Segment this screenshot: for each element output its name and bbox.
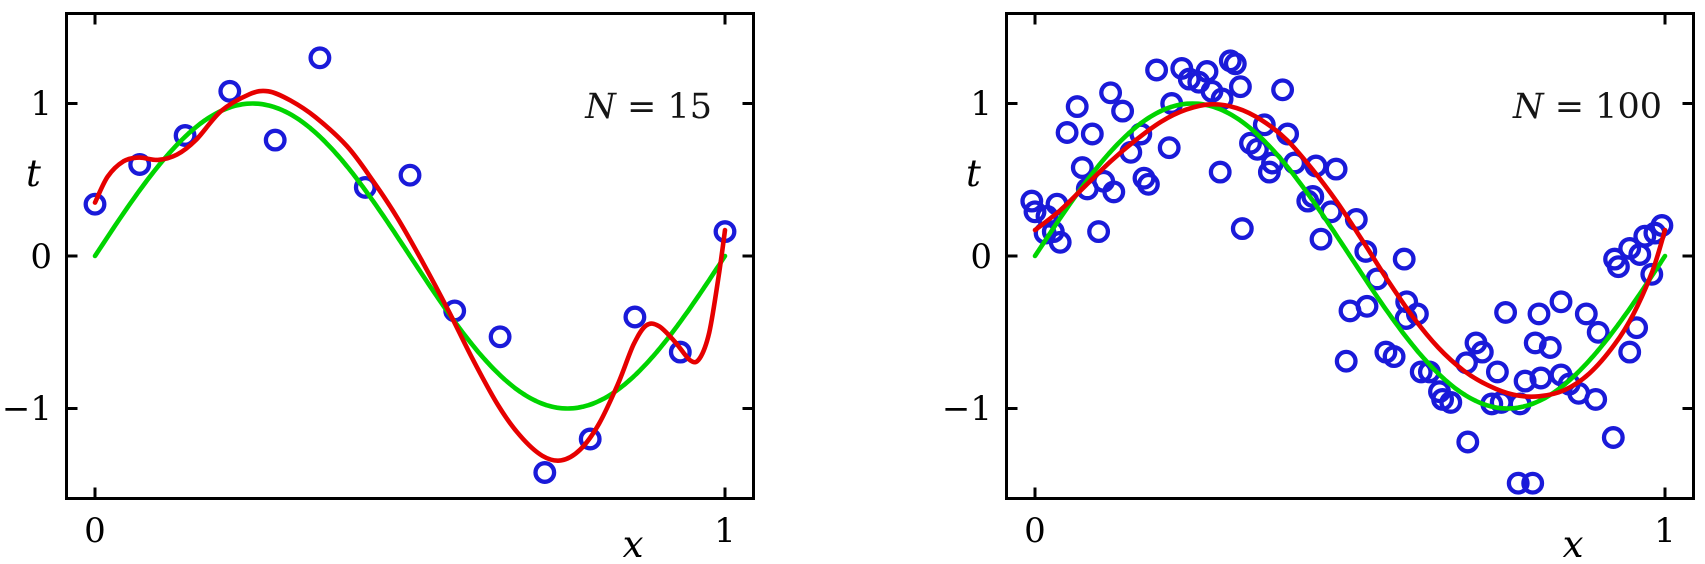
- data-point-marker: [1065, 95, 1089, 119]
- data-point-marker: [1640, 262, 1664, 286]
- data-point-marker: [263, 128, 287, 152]
- y-tick-label-0: 0: [970, 237, 992, 277]
- data-point-marker: [1301, 185, 1325, 208]
- data-point-marker: [1208, 160, 1232, 184]
- data-point-marker: [1521, 471, 1545, 495]
- data-point-marker: [1606, 255, 1630, 279]
- data-point-marker: [1145, 58, 1169, 82]
- plot-n15: 1 0 −1 0 1 t x N = 15: [2, 12, 755, 564]
- y-tick-label-m1: −1: [942, 389, 992, 429]
- data-point-marker: [173, 124, 197, 147]
- data-point-marker: [668, 340, 692, 364]
- data-point-marker: [1601, 426, 1625, 449]
- annotation-value: = 15: [616, 87, 712, 127]
- data-point-marker: [1111, 99, 1135, 123]
- x-tick-label-0: 0: [1024, 511, 1046, 551]
- polynomial-fit-curve: [1032, 101, 1668, 399]
- data-point-marker: [1618, 340, 1642, 364]
- data-point-marker: [128, 153, 152, 176]
- chart-layer: [1005, 12, 1695, 500]
- data-point-marker: [1309, 227, 1333, 251]
- true-function-curve: [92, 101, 728, 411]
- y-tick-label-1: 1: [970, 84, 992, 124]
- data-point-marker: [1470, 340, 1494, 364]
- polynomial-fit-curve: [92, 88, 728, 463]
- data-point-marker: [1334, 349, 1358, 373]
- axes-box: [65, 12, 755, 500]
- data-point-marker: [1527, 302, 1551, 326]
- data-point-marker: [1157, 136, 1181, 160]
- x-axis-label: x: [1563, 523, 1584, 564]
- data-point-marker: [1633, 224, 1657, 248]
- data-point-marker: [1230, 217, 1254, 241]
- data-point-marker: [578, 427, 602, 451]
- y-tick-label-m1: −1: [2, 389, 52, 429]
- data-point-marker: [1102, 180, 1126, 204]
- data-point-marker: [488, 325, 512, 349]
- data-point-marker: [1070, 156, 1094, 180]
- data-point-marker: [1392, 247, 1416, 271]
- data-point-marker: [1048, 230, 1072, 254]
- data-point-marker: [1023, 200, 1047, 224]
- sample-size-annotation: N = 15: [584, 87, 712, 127]
- data-point-marker: [308, 46, 332, 70]
- data-point-marker: [1485, 360, 1509, 384]
- y-axis-label: t: [966, 152, 981, 195]
- data-point-marker: [1271, 78, 1295, 102]
- annotation-variable: N: [1512, 87, 1545, 127]
- annotation-variable: N: [584, 87, 617, 127]
- plot-n100: 1 0 −1 0 1 t x N = 100: [942, 12, 1695, 564]
- x-tick-label-1: 1: [1654, 511, 1676, 551]
- true-function-curve: [1032, 101, 1668, 411]
- data-point-marker: [353, 175, 377, 199]
- data-point-marker: [1223, 52, 1247, 76]
- annotation-value: = 100: [1544, 87, 1662, 127]
- data-point-marker: [1506, 471, 1530, 495]
- data-point-marker: [1080, 122, 1104, 146]
- data-point-marker: [1586, 320, 1610, 344]
- data-layer: [1020, 49, 1674, 495]
- data-point-marker: [1456, 430, 1480, 454]
- sample-size-annotation: N = 100: [1512, 87, 1662, 127]
- data-point-marker: [1382, 345, 1406, 369]
- data-point-marker: [218, 79, 242, 103]
- data-point-marker: [1136, 172, 1160, 196]
- data-point-marker: [1549, 290, 1573, 314]
- data-point-marker: [1584, 387, 1608, 411]
- data-point-marker: [1252, 113, 1276, 137]
- data-point-marker: [1439, 390, 1463, 414]
- x-axis-label: x: [623, 523, 644, 564]
- data-point-marker: [398, 163, 422, 187]
- x-tick-label-0: 0: [84, 511, 106, 551]
- data-point-marker: [1055, 121, 1079, 144]
- data-layer: [83, 46, 737, 484]
- data-point-marker: [1324, 157, 1348, 181]
- y-axis-label: t: [26, 152, 41, 195]
- data-point-marker: [1228, 75, 1252, 99]
- axes-box: [1005, 12, 1695, 500]
- chart-layer: [65, 12, 755, 500]
- axis-ticks: [1006, 13, 1694, 499]
- data-point-marker: [1245, 137, 1269, 161]
- data-point-marker: [1087, 220, 1111, 244]
- data-point-marker: [1020, 189, 1044, 213]
- data-point-marker: [1574, 302, 1598, 326]
- axis-ticks: [66, 13, 754, 499]
- data-point-marker: [1494, 300, 1518, 324]
- data-point-marker: [1355, 294, 1379, 318]
- data-point-marker: [1099, 81, 1123, 105]
- data-point-marker: [1195, 60, 1219, 83]
- data-point-marker: [623, 305, 647, 329]
- data-point-marker: [533, 461, 557, 484]
- y-tick-label-0: 0: [30, 237, 52, 277]
- data-point-marker: [1409, 360, 1433, 384]
- data-point-marker: [83, 192, 107, 216]
- data-point-marker: [1538, 336, 1562, 359]
- y-tick-label-1: 1: [30, 84, 52, 124]
- x-tick-label-1: 1: [714, 511, 736, 551]
